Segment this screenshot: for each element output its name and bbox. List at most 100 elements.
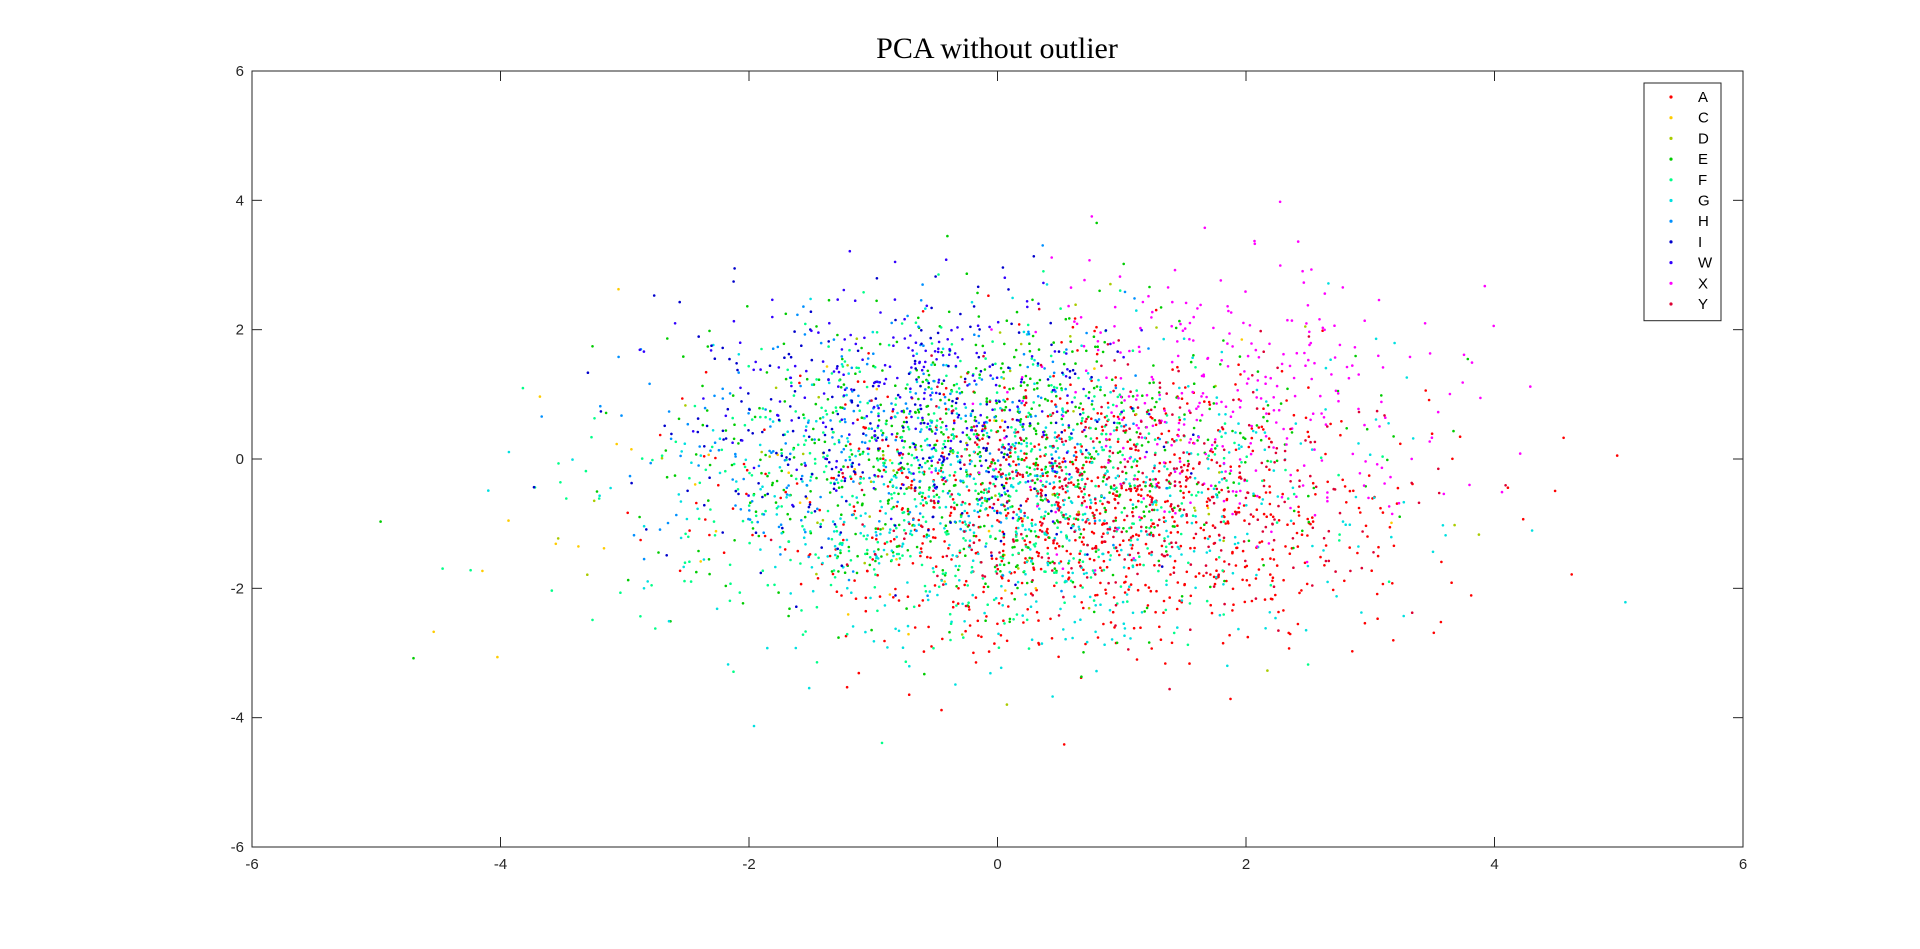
point xyxy=(931,567,935,570)
point xyxy=(1022,330,1026,334)
point xyxy=(998,529,1002,533)
point xyxy=(1034,523,1037,526)
point xyxy=(810,383,814,387)
point xyxy=(673,322,677,325)
point xyxy=(788,494,791,497)
point xyxy=(889,416,893,420)
point xyxy=(1306,663,1310,666)
point xyxy=(883,363,887,367)
point xyxy=(984,357,987,360)
point xyxy=(708,572,711,576)
point xyxy=(699,560,702,563)
series-D xyxy=(556,282,1481,706)
point xyxy=(1015,532,1018,535)
point xyxy=(1109,554,1112,557)
point xyxy=(1131,522,1134,525)
point xyxy=(1428,440,1431,443)
point xyxy=(1262,415,1265,419)
point xyxy=(666,337,669,340)
point xyxy=(879,457,882,461)
point xyxy=(915,456,919,459)
point xyxy=(754,360,757,364)
point xyxy=(976,285,980,289)
point xyxy=(1085,460,1088,464)
point xyxy=(1155,484,1159,488)
point xyxy=(817,438,821,442)
point xyxy=(982,491,986,495)
point xyxy=(1044,426,1048,429)
point xyxy=(1088,522,1091,525)
point xyxy=(1007,605,1010,608)
point xyxy=(974,661,978,664)
point xyxy=(697,549,700,553)
point xyxy=(1033,358,1036,362)
point xyxy=(934,448,937,452)
point xyxy=(783,548,787,551)
point xyxy=(1029,472,1032,476)
point xyxy=(782,488,786,492)
point xyxy=(1194,575,1198,578)
point xyxy=(1060,485,1064,488)
point xyxy=(818,508,821,512)
point xyxy=(871,384,875,388)
point xyxy=(1121,470,1124,474)
point xyxy=(914,392,918,395)
point xyxy=(994,477,998,481)
point xyxy=(679,500,683,503)
point xyxy=(944,571,947,575)
point xyxy=(1057,655,1060,659)
point xyxy=(908,410,912,413)
point xyxy=(733,267,736,270)
point xyxy=(1267,412,1271,416)
point xyxy=(862,477,865,480)
point xyxy=(850,388,853,391)
point xyxy=(789,558,792,562)
point xyxy=(1108,455,1111,458)
point xyxy=(942,458,946,461)
point xyxy=(975,424,979,428)
point xyxy=(853,471,857,474)
point xyxy=(1483,284,1487,288)
point xyxy=(1032,254,1036,258)
point xyxy=(1055,435,1059,439)
point xyxy=(1058,476,1061,479)
point xyxy=(1041,522,1044,525)
point xyxy=(1120,410,1123,414)
point xyxy=(684,532,687,536)
point xyxy=(1129,536,1133,539)
point xyxy=(805,369,808,373)
point xyxy=(1152,478,1155,481)
point xyxy=(886,444,890,448)
point xyxy=(822,451,825,455)
point xyxy=(1140,420,1143,423)
point xyxy=(1033,468,1036,471)
point xyxy=(995,391,999,394)
point xyxy=(1030,559,1033,562)
point xyxy=(1018,399,1021,403)
point xyxy=(1105,376,1108,380)
point xyxy=(1215,402,1218,405)
point xyxy=(1227,451,1231,454)
point xyxy=(813,457,817,461)
point xyxy=(995,557,998,561)
point xyxy=(790,419,793,422)
point xyxy=(1140,436,1144,439)
point xyxy=(1080,675,1083,678)
point xyxy=(1089,576,1093,579)
point xyxy=(1212,402,1216,405)
point xyxy=(922,397,926,401)
point xyxy=(882,464,885,467)
point xyxy=(920,368,924,372)
point xyxy=(1194,586,1197,590)
point xyxy=(1253,239,1256,243)
point xyxy=(809,310,813,314)
point xyxy=(842,447,846,451)
point xyxy=(1052,444,1055,448)
point xyxy=(1260,461,1264,465)
point xyxy=(974,596,978,599)
point xyxy=(855,571,859,575)
point xyxy=(577,545,580,548)
point xyxy=(1153,438,1157,441)
point xyxy=(782,342,786,346)
point xyxy=(928,444,932,447)
